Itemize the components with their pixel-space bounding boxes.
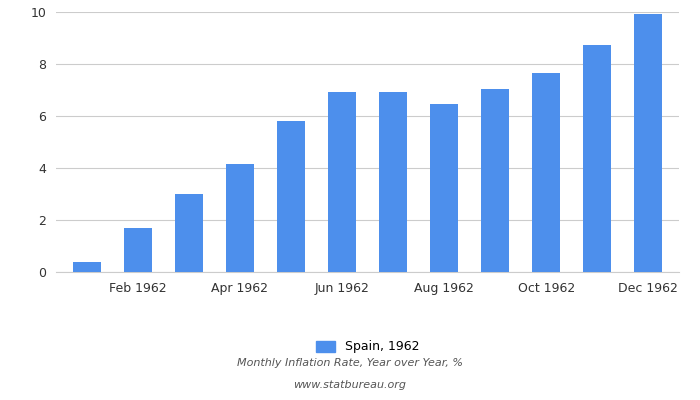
Bar	[124, 228, 152, 272]
Bar	[379, 92, 407, 272]
Legend: Spain, 1962: Spain, 1962	[311, 336, 424, 358]
Bar	[634, 14, 662, 272]
Bar	[430, 104, 458, 272]
Bar	[73, 262, 101, 272]
Text: www.statbureau.org: www.statbureau.org	[293, 380, 407, 390]
Bar	[583, 45, 611, 272]
Text: Monthly Inflation Rate, Year over Year, %: Monthly Inflation Rate, Year over Year, …	[237, 358, 463, 368]
Bar	[226, 164, 254, 272]
Bar	[175, 194, 203, 272]
Bar	[277, 121, 305, 272]
Bar	[328, 92, 356, 272]
Bar	[481, 89, 509, 272]
Bar	[532, 73, 560, 272]
